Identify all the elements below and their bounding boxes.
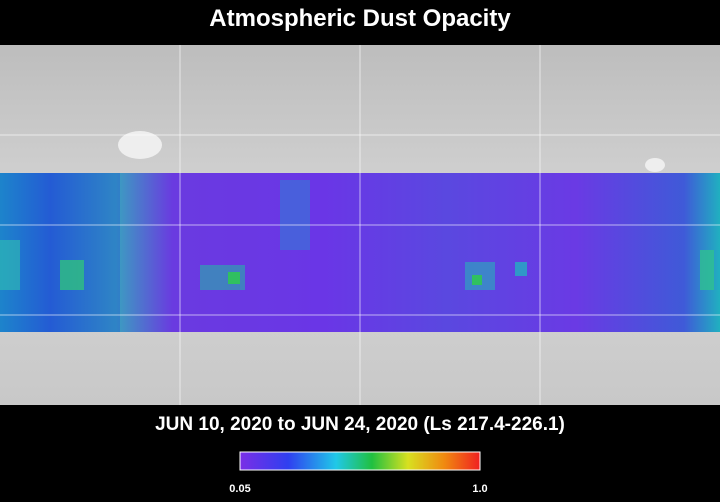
dust-patch (700, 250, 714, 290)
dust-patch (515, 262, 527, 276)
dust-patch (60, 260, 84, 290)
date-range: JUN 10, 2020 to JUN 24, 2020 (Ls 217.4-2… (155, 414, 565, 435)
map (0, 45, 720, 405)
colorbar-min-label: 0.05 (229, 483, 250, 495)
dust-patch (472, 275, 482, 285)
volcano (118, 131, 162, 159)
volcano (645, 158, 665, 172)
dust-patch (0, 240, 20, 290)
dust-patch (280, 180, 310, 250)
colorbar (239, 451, 481, 471)
title: Atmospheric Dust Opacity (209, 5, 511, 32)
colorbar-max-label: 1.0 (472, 483, 487, 495)
dust-patch (228, 272, 240, 284)
